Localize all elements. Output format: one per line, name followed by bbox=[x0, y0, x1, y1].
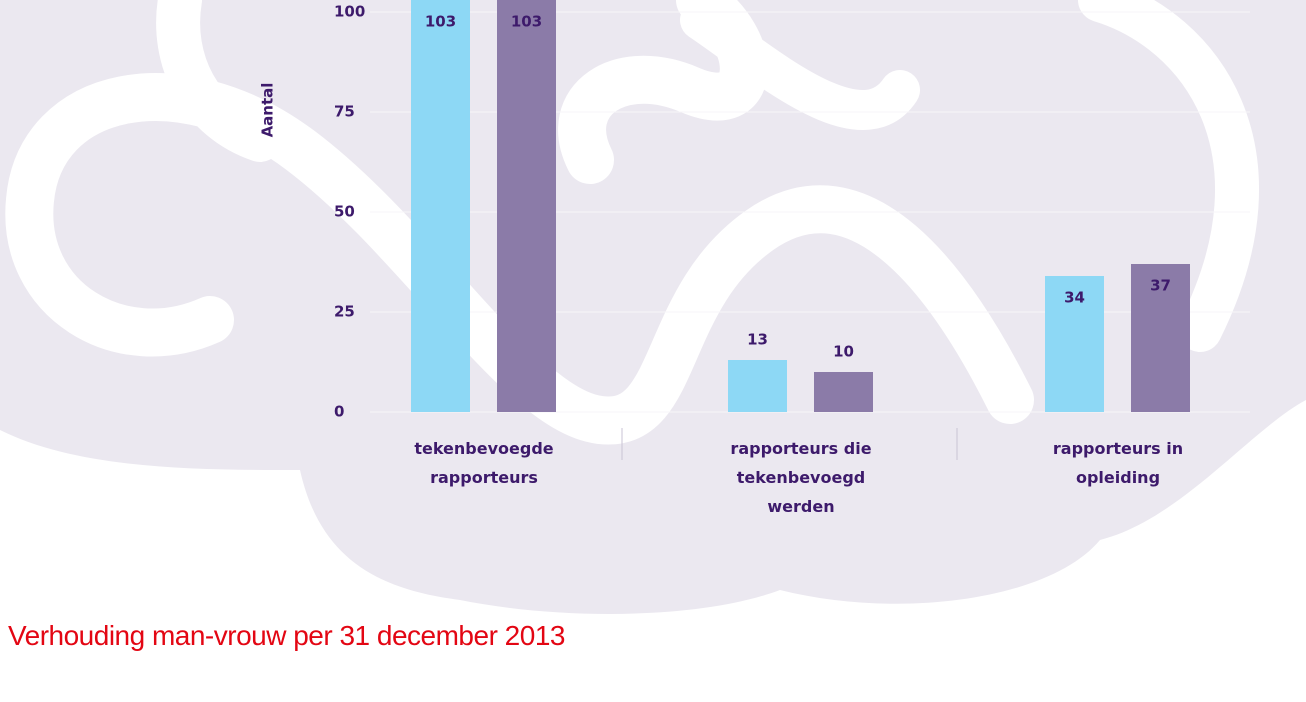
y-tick-label: 50 bbox=[334, 203, 355, 221]
bar bbox=[497, 0, 556, 412]
x-tick-label: tekenbevoegde rapporteurs bbox=[384, 434, 584, 492]
y-tick-label: 25 bbox=[334, 303, 355, 321]
y-tick-label: 75 bbox=[334, 103, 355, 121]
data-label: 13 bbox=[747, 331, 768, 349]
x-tick-label: rapporteurs in opleiding bbox=[1018, 434, 1218, 492]
y-axis-title: Aantal bbox=[259, 83, 277, 138]
x-tick-label: rapporteurs die tekenbevoegd werden bbox=[701, 434, 901, 521]
caption: Verhouding man-vrouw per 31 december 201… bbox=[8, 620, 565, 652]
y-tick-label: 0 bbox=[334, 403, 344, 421]
data-label: 103 bbox=[511, 13, 542, 31]
data-label: 37 bbox=[1150, 277, 1171, 295]
bar bbox=[814, 372, 873, 412]
background bbox=[0, 0, 1306, 614]
bar bbox=[728, 360, 787, 412]
data-label: 103 bbox=[425, 13, 456, 31]
y-tick-label: 100 bbox=[334, 3, 365, 21]
chart: Aantal 0 25 50 75 100 103 103 13 10 34 37 bbox=[0, 0, 1306, 702]
bar bbox=[411, 0, 470, 412]
data-label: 34 bbox=[1064, 289, 1085, 307]
data-label: 10 bbox=[833, 343, 854, 361]
